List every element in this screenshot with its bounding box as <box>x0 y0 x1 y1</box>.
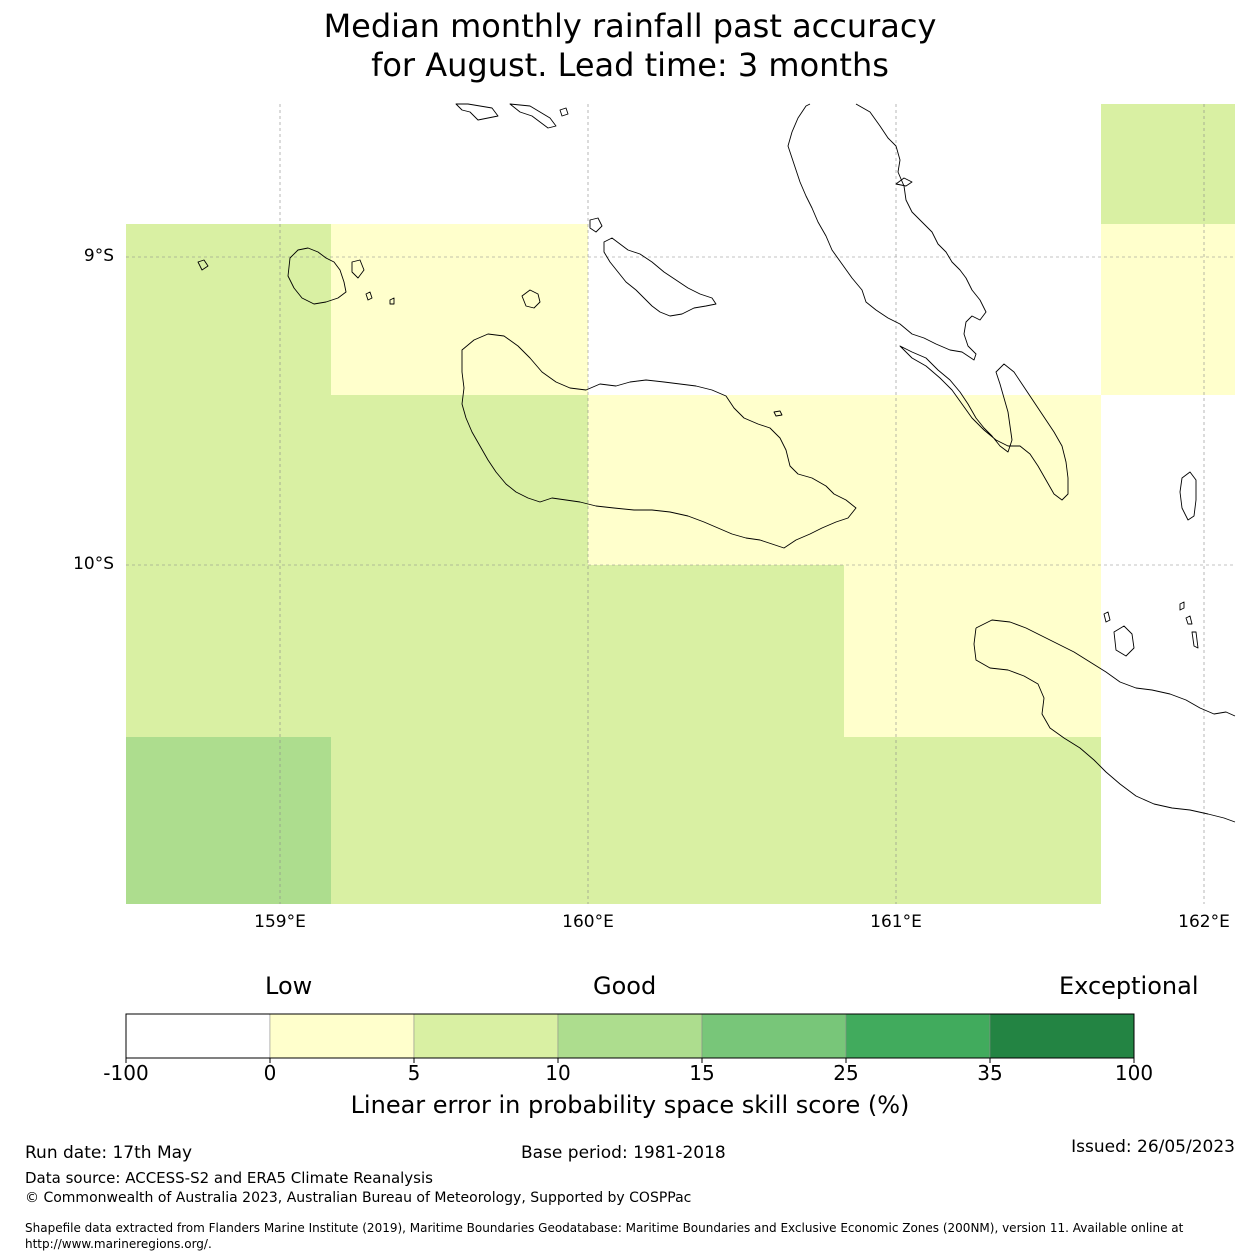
skill-cell <box>331 737 1101 904</box>
coastline-islet <box>1103 601 1199 657</box>
colorbar-tick-label: 0 <box>263 1061 277 1085</box>
colorbar-label: Linear error in probability space skill … <box>350 1091 910 1119</box>
colorbar-tick-label: 25 <box>833 1061 859 1085</box>
copyright: © Commonwealth of Australia 2023, Austra… <box>25 1190 692 1206</box>
coastline-ulawa <box>1179 471 1197 521</box>
coastline-makira-south <box>973 627 1236 823</box>
coastline-florida-islands <box>589 217 717 317</box>
colorbar-tick-label: 5 <box>407 1061 421 1085</box>
colorbar-tick-label: -100 <box>103 1061 149 1085</box>
skill-cell <box>331 224 588 395</box>
map-title-line1: Median monthly rainfall past accuracy <box>323 7 937 45</box>
skill-cell <box>126 224 331 395</box>
lat-label: 10°S <box>73 554 114 574</box>
lat-label: 9°S <box>83 246 114 266</box>
skill-cell <box>126 737 331 904</box>
graticule <box>126 104 1235 904</box>
lon-label: 161°E <box>870 912 922 932</box>
colorbar-tick-label: 35 <box>977 1061 1003 1085</box>
map-title-line2: for August. Lead time: 3 months <box>371 46 889 84</box>
coastline-island-north <box>895 177 913 187</box>
coastline-rennell-islet <box>773 410 783 417</box>
colorbar-tick-label: 10 <box>545 1061 571 1085</box>
coastline-north-small <box>509 103 557 129</box>
lon-label: 160°E <box>562 912 614 932</box>
data-source: Data source: ACCESS-S2 and ERA5 Climate … <box>25 1169 433 1187</box>
shapefile-credit-line2: http://www.marineregions.org/. <box>25 1237 212 1251</box>
coastline-savo <box>521 289 541 309</box>
colorbar-segment <box>701 1013 847 1059</box>
skill-cell <box>126 565 844 737</box>
skill-cell <box>126 395 588 565</box>
colorbar-segment <box>845 1013 991 1059</box>
colorbar-tick-label: 100 <box>1114 1061 1154 1085</box>
coastline-north-small <box>559 107 569 117</box>
colorbar-frame <box>125 1013 1135 1059</box>
run-date: Run date: 17th May <box>25 1143 193 1163</box>
coastline-north-small <box>455 103 499 121</box>
skill-cell <box>1101 104 1235 224</box>
colorbar-segment <box>125 1013 271 1059</box>
skill-cell <box>1101 224 1235 395</box>
skill-cells <box>126 104 1235 904</box>
lon-label: 162°E <box>1178 912 1230 932</box>
coastline-makira <box>975 619 1236 717</box>
colorbar-segment <box>413 1013 559 1059</box>
issued-date: Issued: 26/05/2023 <box>1071 1137 1235 1157</box>
coastline-russell-islands <box>197 247 395 305</box>
coastlines <box>197 103 1236 823</box>
skill-cell <box>844 565 1101 737</box>
colorbar-segment <box>557 1013 703 1059</box>
skill-cell <box>588 395 1101 565</box>
legend-category-good: Good <box>593 972 657 1000</box>
colorbar-segment <box>989 1013 1135 1059</box>
coastline-santa-isabel <box>787 103 987 361</box>
coastline-guadalcanal <box>461 333 857 549</box>
shapefile-credit-line1: Shapefile data extracted from Flanders M… <box>25 1221 1184 1235</box>
colorbar-segment <box>269 1013 415 1059</box>
colorbar-tick-label: 15 <box>689 1061 715 1085</box>
legend-category-exceptional: Exceptional <box>1059 972 1199 1000</box>
lon-label: 159°E <box>254 912 306 932</box>
base-period: Base period: 1981-2018 <box>521 1143 726 1163</box>
colorbar <box>125 1013 1135 1063</box>
coastline-malaita-south <box>899 345 1069 501</box>
legend-category-low: Low <box>265 972 313 1000</box>
